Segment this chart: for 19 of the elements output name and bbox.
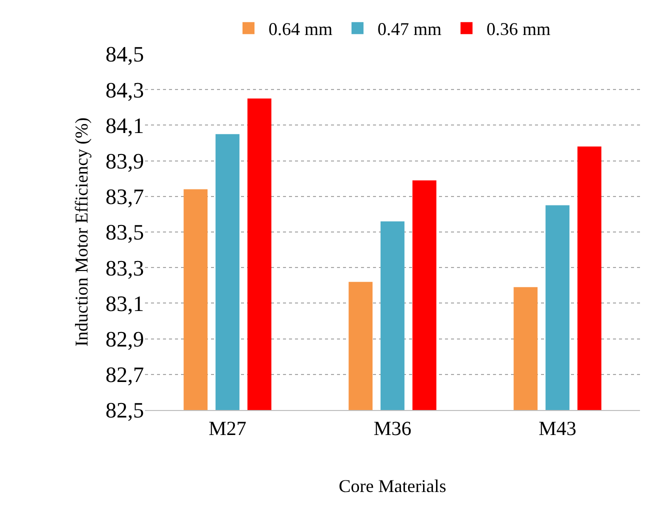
x-tick-label: M43 (538, 418, 576, 440)
y-tick-label: 84,3 (106, 77, 144, 102)
y-tick-label: 83,5 (106, 220, 144, 245)
legend-label: 0.36 mm (486, 19, 551, 40)
y-tick-label: 83,9 (106, 148, 144, 174)
y-tick-label: 83,7 (106, 184, 144, 210)
y-tick-label: 84,1 (106, 112, 144, 138)
legend-label: 0.47 mm (378, 19, 442, 40)
x-axis-title: Core Materials (338, 476, 446, 496)
y-tick-label: 84,5 (106, 42, 144, 67)
y-tick-label: 82,7 (106, 362, 144, 388)
y-tick-label: 83,3 (106, 255, 144, 280)
x-tick-label: M27 (208, 418, 246, 440)
y-tick-label: 83,1 (106, 290, 144, 316)
y-tick-label: 82,5 (106, 398, 144, 423)
y-axis-title: Induction Motor Efficiency (%) (72, 117, 92, 347)
y-tick-label: 82,9 (106, 326, 144, 352)
legend-label: 0.64 mm (268, 19, 333, 40)
x-tick-label: M36 (374, 418, 412, 440)
